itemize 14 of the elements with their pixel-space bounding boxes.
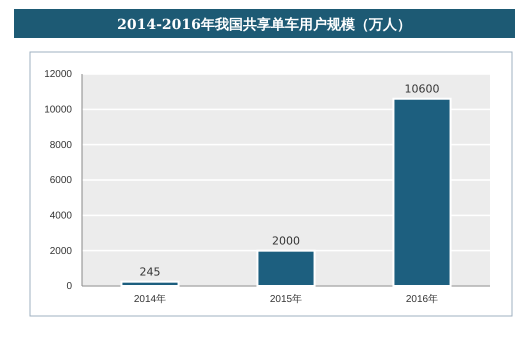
x-tick-label: 2014年 — [134, 293, 166, 306]
y-tick-label: 12000 — [44, 69, 72, 80]
y-tick-label: 10000 — [44, 104, 72, 116]
y-tick-label: 4000 — [50, 210, 72, 222]
data-label: 2000 — [272, 234, 300, 248]
data-label: 245 — [140, 266, 160, 279]
chart-title: 2014-2016年我国共享单车用户规模（万人） — [117, 16, 411, 33]
y-tick-label: 6000 — [50, 175, 72, 186]
y-tick-label: 8000 — [50, 140, 72, 151]
x-tick-label: 2015年 — [270, 293, 302, 306]
y-tick-label: 2000 — [50, 246, 72, 257]
data-label: 10600 — [404, 82, 440, 96]
y-tick-label: 0 — [66, 281, 72, 292]
x-tick-label: 2016年 — [406, 293, 438, 306]
